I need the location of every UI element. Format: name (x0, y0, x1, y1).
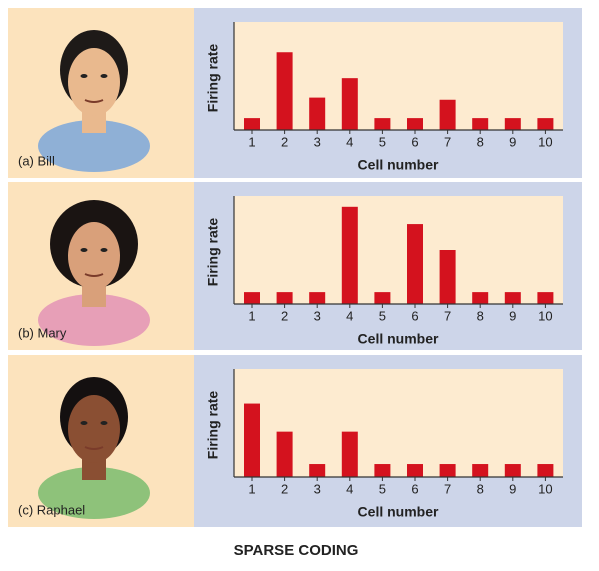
bar (407, 118, 423, 130)
plot-area (234, 196, 563, 304)
face (68, 395, 120, 463)
x-tick-label: 5 (379, 481, 386, 496)
x-tick-label: 7 (444, 481, 451, 496)
x-axis-label: Cell number (358, 157, 439, 173)
mouth (84, 99, 104, 103)
bar (407, 464, 423, 477)
bar (374, 292, 391, 304)
bar (504, 292, 521, 304)
bar (244, 292, 260, 304)
x-tick-label: 1 (248, 308, 255, 323)
x-tick-label: 2 (281, 308, 288, 323)
eye (80, 421, 88, 425)
portrait-label: (a) Bill (18, 153, 55, 168)
x-tick-label: 9 (509, 134, 516, 149)
bar (504, 118, 521, 130)
bar (504, 464, 521, 477)
mouth (84, 446, 104, 450)
x-tick-label: 4 (346, 134, 353, 149)
x-tick-label: 6 (411, 481, 418, 496)
bar (276, 292, 293, 304)
y-axis-label: Firing rate (205, 391, 221, 460)
bar (537, 464, 554, 477)
x-tick-label: 7 (444, 308, 451, 323)
face (68, 48, 120, 116)
bar (374, 464, 391, 477)
x-tick-label: 5 (379, 308, 386, 323)
x-tick-label: 2 (281, 134, 288, 149)
shoulders (38, 294, 150, 346)
bar (374, 118, 391, 130)
x-tick-label: 10 (538, 481, 552, 496)
bar (407, 224, 423, 304)
shoulders (38, 120, 150, 172)
eye (100, 248, 108, 252)
bar (472, 292, 489, 304)
eye (80, 248, 88, 252)
eye (100, 74, 108, 78)
bar (309, 97, 326, 130)
x-tick-label: 1 (248, 481, 255, 496)
bar (276, 431, 293, 477)
x-tick-label: 8 (477, 308, 484, 323)
x-axis-label: Cell number (358, 331, 439, 347)
shoulders (38, 467, 150, 519)
bar (244, 118, 260, 130)
bar (341, 78, 358, 130)
bar (341, 206, 358, 304)
bar (276, 52, 293, 130)
portrait-label: (c) Raphael (18, 502, 85, 517)
x-tick-label: 5 (379, 134, 386, 149)
x-tick-label: 3 (314, 481, 321, 496)
y-axis-label: Firing rate (205, 218, 221, 287)
x-tick-label: 3 (314, 308, 321, 323)
x-tick-label: 2 (281, 481, 288, 496)
x-tick-label: 9 (509, 481, 516, 496)
caption: SPARSE CODING (234, 542, 359, 559)
x-tick-label: 7 (444, 134, 451, 149)
x-tick-label: 10 (538, 308, 552, 323)
x-tick-label: 10 (538, 134, 552, 149)
x-axis-label: Cell number (358, 504, 439, 520)
x-tick-label: 8 (477, 134, 484, 149)
bar (244, 403, 260, 477)
bar (439, 250, 456, 304)
portrait-label: (b) Mary (18, 325, 67, 340)
bar (309, 464, 326, 477)
x-tick-label: 4 (346, 308, 353, 323)
eye (80, 74, 88, 78)
bar (439, 464, 456, 477)
x-tick-label: 3 (314, 134, 321, 149)
y-axis-label: Firing rate (205, 44, 221, 113)
bar (309, 292, 326, 304)
bar (537, 292, 554, 304)
x-tick-label: 1 (248, 134, 255, 149)
bar (439, 99, 456, 130)
x-tick-label: 9 (509, 308, 516, 323)
mouth (84, 273, 104, 277)
x-tick-label: 6 (411, 134, 418, 149)
x-tick-label: 6 (411, 308, 418, 323)
bar (472, 464, 489, 477)
bar (537, 118, 554, 130)
bar (472, 118, 489, 130)
bar (341, 431, 358, 477)
x-tick-label: 8 (477, 481, 484, 496)
eye (100, 421, 108, 425)
x-tick-label: 4 (346, 481, 353, 496)
face (68, 222, 120, 290)
